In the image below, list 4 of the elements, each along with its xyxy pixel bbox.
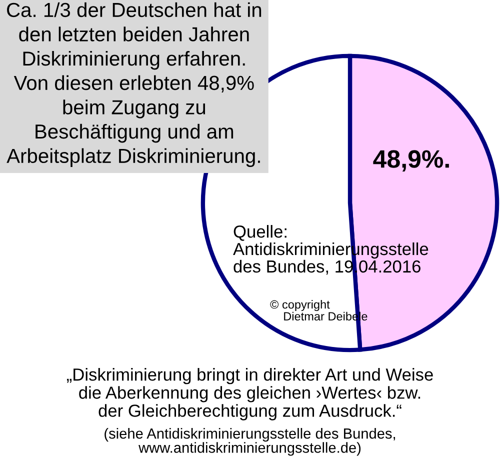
text: Ca. 1/3 der Deutschen hat in den letzten beiden Jahren Diskriminierung erfahren. Von diesen erlebten 48,9% beim Zugang zu Beschäftigung und am Arbeitsplatz Diskriminierung. <box>6 2 262 168</box>
data-label: 48,9%. <box>373 150 449 172</box>
text: „Diskriminierung bringt in direkter Art und Weise die Aberkennung des gleichen ›Wertes‹ bzw. der Gleichberechtigung zum Ausdruck.“ <box>66 368 433 420</box>
text: (siehe Antidiskriminierungsstelle des Bundes, www.antidiskriminierungsstelle.de) <box>104 428 396 456</box>
